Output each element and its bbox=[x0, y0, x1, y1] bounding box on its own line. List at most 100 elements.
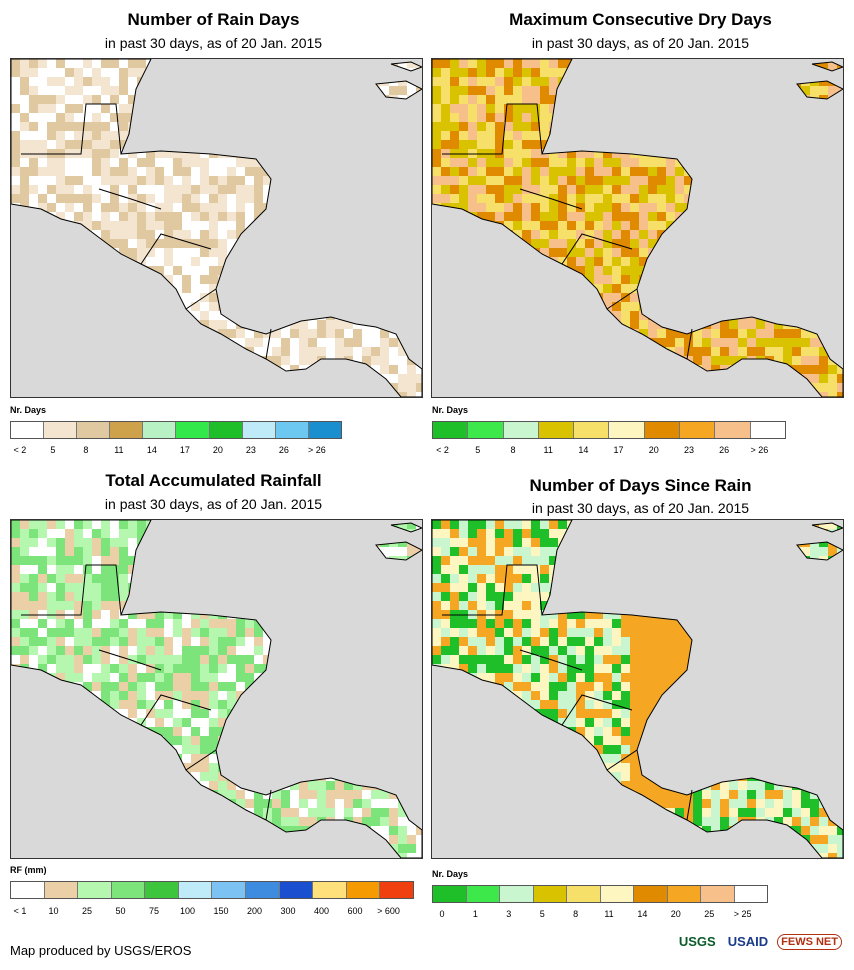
legend-tick: 26 bbox=[278, 445, 289, 455]
legend-tick: 25 bbox=[704, 909, 715, 919]
legend-tick: 150 bbox=[213, 906, 229, 916]
legend-ticks: 0 1 3 5 8 11 14 20 25 > 25 bbox=[432, 909, 766, 921]
legend-swatch bbox=[609, 422, 645, 438]
legend-tick: 11 bbox=[604, 909, 614, 919]
legend-swatch bbox=[468, 422, 504, 438]
panel-subtitle: in past 30 days, as of 20 Jan. 2015 bbox=[104, 496, 323, 512]
coastline bbox=[390, 522, 422, 533]
map-grid-cells bbox=[432, 520, 843, 858]
legend-bar bbox=[10, 881, 414, 899]
fewsnet-logo: FEWS NET bbox=[777, 933, 842, 950]
legend-swatch bbox=[110, 422, 144, 438]
legend-ticks: < 1 10 25 50 75 100 150 200 300 400 600 > 600 bbox=[10, 906, 412, 918]
legend-label: Nr. Days bbox=[432, 405, 469, 415]
legend-tick: 23 bbox=[245, 445, 256, 455]
legend-tick: 8 bbox=[510, 445, 516, 455]
legend-tick: > 26 bbox=[750, 445, 769, 455]
country-borders bbox=[21, 103, 272, 360]
panel-total-rainfall: Total Accumulated Rainfall in past 30 da… bbox=[0, 465, 427, 935]
legend-tick: 11 bbox=[114, 445, 124, 455]
map-total-rainfall bbox=[10, 519, 423, 859]
panel-max-dry-days: Maximum Consecutive Dry Days in past 30 … bbox=[427, 0, 854, 470]
legend-swatch bbox=[715, 422, 751, 438]
legend-tick: 20 bbox=[648, 445, 659, 455]
legend-swatch bbox=[212, 882, 247, 898]
legend-tick: 11 bbox=[543, 445, 553, 455]
legend-label: RF (mm) bbox=[10, 865, 47, 875]
panel-subtitle: in past 30 days, as of 20 Jan. 2015 bbox=[531, 35, 750, 51]
legend-swatch bbox=[11, 422, 45, 438]
legend-bar bbox=[432, 421, 786, 439]
coastline bbox=[811, 522, 843, 533]
country-borders bbox=[442, 564, 693, 821]
legend-tick: 1 bbox=[472, 909, 478, 919]
map-grid-cells bbox=[432, 59, 843, 397]
legend-swatch bbox=[209, 422, 243, 438]
legend-swatch bbox=[145, 882, 179, 898]
legend-tick: 200 bbox=[247, 906, 263, 916]
legend-swatch bbox=[313, 882, 347, 898]
legend-tick: 5 bbox=[50, 445, 56, 455]
legend-tick: 14 bbox=[637, 909, 648, 919]
legend-swatch bbox=[574, 422, 610, 438]
legend-swatch bbox=[503, 422, 539, 438]
legend-swatch bbox=[346, 882, 381, 898]
legend-tick: 400 bbox=[314, 906, 330, 916]
legend-ticks: < 2 5 8 11 14 17 20 23 26 > 26 bbox=[10, 445, 340, 457]
legend-swatch bbox=[680, 422, 716, 438]
coastline bbox=[390, 61, 422, 72]
panel-rain-days: Number of Rain Days in past 30 days, as … bbox=[0, 0, 427, 470]
legend-tick: > 26 bbox=[308, 445, 326, 455]
legend-swatch bbox=[644, 422, 681, 438]
country-borders bbox=[442, 103, 693, 360]
legend-swatch bbox=[634, 886, 668, 902]
map-canvas bbox=[11, 520, 422, 858]
legend-tick: < 2 bbox=[13, 445, 27, 455]
legend-tick: 8 bbox=[573, 909, 579, 919]
legend-swatch bbox=[279, 882, 314, 898]
legend-tick: < 1 bbox=[13, 906, 27, 916]
legend-swatch bbox=[433, 422, 469, 438]
panel-title: Number of Rain Days bbox=[127, 10, 300, 29]
coastline bbox=[432, 520, 843, 858]
country-borders bbox=[21, 564, 272, 821]
usgs-logo: USGS bbox=[678, 934, 716, 949]
coastline bbox=[11, 59, 422, 397]
coastline bbox=[432, 59, 843, 397]
map-canvas bbox=[432, 520, 843, 858]
legend-swatch bbox=[380, 882, 413, 898]
legend-swatch bbox=[44, 422, 78, 438]
legend-tick: > 600 bbox=[377, 906, 400, 916]
legend-tick: 5 bbox=[539, 909, 545, 919]
legend-tick: > 25 bbox=[733, 909, 752, 919]
legend-bar bbox=[10, 421, 342, 439]
map-grid-cells bbox=[11, 59, 422, 397]
legend-tick: 100 bbox=[180, 906, 196, 916]
legend-swatch bbox=[538, 422, 575, 438]
panel-title: Number of Days Since Rain bbox=[529, 476, 752, 495]
legend-tick: 50 bbox=[115, 906, 126, 916]
legend-tick: 20 bbox=[212, 445, 223, 455]
legend-tick: 14 bbox=[578, 445, 589, 455]
legend-ticks: < 2 5 8 11 14 17 20 23 26 > 26 bbox=[432, 445, 784, 457]
legend-tick: < 2 bbox=[436, 445, 449, 455]
legend-tick: 3 bbox=[506, 909, 512, 919]
panel-subtitle: in past 30 days, as of 20 Jan. 2015 bbox=[104, 35, 323, 51]
legend-swatch bbox=[78, 882, 112, 898]
map-grid-cells bbox=[11, 520, 422, 858]
legend-swatch bbox=[667, 886, 701, 902]
legend-swatch bbox=[433, 886, 467, 902]
legend-swatch bbox=[176, 422, 210, 438]
legend-swatch bbox=[178, 882, 213, 898]
legend-tick: 14 bbox=[146, 445, 157, 455]
legend-tick: 75 bbox=[149, 906, 160, 916]
legend-swatch bbox=[77, 422, 111, 438]
legend-bar bbox=[432, 885, 768, 903]
legend-tick: 17 bbox=[613, 445, 624, 455]
legend-tick: 0 bbox=[439, 909, 445, 919]
map-rain-days bbox=[10, 58, 423, 398]
map-days-since-rain bbox=[431, 519, 844, 859]
legend-swatch bbox=[701, 886, 735, 902]
legend-swatch bbox=[143, 422, 177, 438]
legend-tick: 17 bbox=[179, 445, 190, 455]
